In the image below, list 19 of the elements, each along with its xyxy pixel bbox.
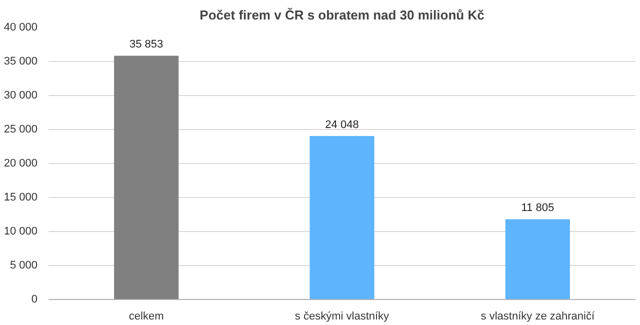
bar xyxy=(114,56,179,300)
y-tick-label: 25 000 xyxy=(4,124,38,136)
bar xyxy=(505,219,570,300)
y-tick-label: 20 000 xyxy=(4,158,38,170)
y-tick-label: 30 000 xyxy=(4,90,38,102)
y-tick-label: 0 xyxy=(31,294,38,306)
y-tick-label: 15 000 xyxy=(4,192,38,204)
y-tick-label: 10 000 xyxy=(4,226,38,238)
x-tick-label: celkem xyxy=(128,310,164,322)
y-tick-label: 5 000 xyxy=(10,260,38,272)
bar xyxy=(310,136,374,300)
chart-title: Počet firem v ČR s obratem nad 30 milionů Kč xyxy=(200,8,484,22)
y-tick-label: 35 000 xyxy=(4,56,38,68)
data-label: 11 805 xyxy=(521,202,554,214)
data-label: 24 048 xyxy=(325,118,359,131)
x-tick-label: s českými vlastníky xyxy=(294,310,390,322)
x-tick-label: s vlastníky ze zahraničí xyxy=(480,310,596,322)
data-label: 35 853 xyxy=(130,38,164,51)
y-tick-label: 40 000 xyxy=(4,22,38,34)
